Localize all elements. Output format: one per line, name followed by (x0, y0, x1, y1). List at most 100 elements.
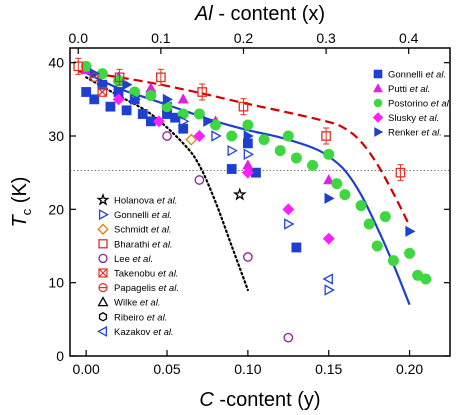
legend-author: Gonnelli (114, 210, 152, 221)
marker-box (98, 268, 108, 278)
legend-left-label: Lee et al. (114, 254, 153, 265)
x-axis-title-top-text: - content (x) (213, 3, 325, 25)
data-point-triangle-right (203, 115, 214, 127)
x-axis-title-top: Al - content (x) (194, 3, 325, 25)
data-point-open-square (321, 131, 331, 141)
data-point-circle (379, 211, 391, 223)
data-point-open-circle (162, 131, 172, 141)
data-point-triangle-right (324, 192, 335, 204)
legend-right-label: Slusky et al. (388, 113, 439, 124)
data-point-triangle-right (162, 93, 173, 105)
data-point-circle (210, 119, 222, 131)
legend-etal: et al. (153, 327, 174, 338)
data-point-open-square (197, 87, 208, 97)
legend-author: Lee (114, 254, 133, 265)
data-point-circle (339, 189, 351, 201)
y-tick-label: 0 (56, 348, 64, 364)
legend-author: Bharathi (114, 239, 152, 250)
marker-cross (97, 87, 107, 97)
legend-right-label: Putti et al. (388, 84, 430, 95)
data-point-open-triangle-right (284, 218, 295, 230)
legend-author: Ribeiro (114, 312, 147, 323)
legend-etal: et al. (431, 99, 452, 110)
legend-author: Takenobu (114, 269, 158, 280)
y-tick-label: 20 (48, 201, 64, 217)
x-bottom-tick-label: 0.00 (73, 361, 100, 377)
x-bottom-tick-label: 0.05 (153, 361, 180, 377)
data-point-open-square (156, 72, 166, 83)
data-point-open-triangle-right (243, 148, 255, 161)
legend-left-label: Bharathi et al. (114, 239, 173, 250)
x-top-tick-label: 0.1 (151, 30, 171, 46)
legend-etal: et al. (426, 70, 447, 81)
legend-author: Schmidt (114, 225, 151, 236)
data-point-open-square-x (97, 87, 108, 97)
legend-author: Slusky (388, 113, 419, 124)
legend-right-label: Renker et al. (388, 128, 442, 139)
data-point-circle (80, 60, 92, 72)
data-point-diamond (112, 93, 125, 106)
data-point-diamond (282, 203, 295, 216)
legend-left-label: Gonnelli et al. (114, 210, 172, 221)
y-axis-title-subscript: c (19, 208, 34, 215)
legend-etal: et al. (152, 210, 173, 221)
legend-left-label: Schmidt et al. (114, 225, 172, 236)
data-point-open-circle (283, 332, 294, 343)
x-axis-title-bottom-text: -content (y) (214, 389, 321, 411)
x-bottom-tick-label: 0.15 (315, 361, 342, 377)
data-point-diamond (152, 115, 165, 128)
legend-author: Renker (388, 128, 421, 139)
x-axis-title-top-symbol: Al (194, 3, 213, 25)
data-point-open-triangle-right (211, 130, 222, 142)
legend-right-marker (373, 69, 383, 79)
data-point-open-star (232, 187, 247, 201)
data-point-open-square (238, 101, 249, 112)
data-point-circle (323, 148, 335, 160)
x-top-tick-label: 0.3 (316, 30, 336, 46)
data-point-open-triangle-right (324, 284, 335, 296)
legend-left-marker (98, 268, 108, 278)
legend-right-marker (373, 83, 383, 93)
data-point-diamond (193, 130, 206, 142)
legend-left-marker (98, 253, 108, 264)
marker-cross (98, 268, 108, 278)
x-axis-title-bottom: C -content (y) (199, 389, 320, 411)
data-point-square (105, 101, 116, 112)
data-point-open-triangle-left (322, 273, 333, 285)
data-point-triangle-right (405, 225, 416, 237)
legend-etal: et al. (419, 113, 440, 124)
legend-author: Papagelis (114, 283, 158, 294)
legend-etal: et al. (140, 298, 161, 309)
data-point-open-square (73, 61, 84, 72)
legend-left-marker (98, 283, 108, 293)
data-point-open-triangle-right (227, 144, 238, 157)
y-tick-label: 10 (48, 275, 64, 291)
x-top-tick-label: 0.4 (399, 30, 419, 46)
legend-author: Postorino (388, 99, 431, 110)
legend-author: Putti (388, 84, 410, 95)
data-point-circle (282, 130, 294, 142)
data-point-circle (307, 159, 319, 171)
data-point-circle (404, 247, 416, 259)
legend-author: Kazakov (114, 327, 153, 338)
data-point-open-triangle-right (178, 115, 190, 128)
plot-frame (69, 47, 451, 357)
legend-author: Holanova (114, 196, 157, 207)
legend-left-marker (97, 223, 109, 235)
legend-etal: et al. (157, 196, 178, 207)
data-point-circle (387, 255, 399, 267)
legend-left-label: Wilke et al. (114, 298, 160, 309)
data-point-open-square (395, 167, 406, 178)
data-point-diamond (322, 232, 335, 245)
marker-box (97, 87, 108, 97)
legend-etal: et al. (133, 254, 154, 265)
legend-left-marker (98, 209, 109, 221)
legend-right-label: Gonnelli et al. (388, 70, 446, 81)
data-point-circle (290, 152, 302, 164)
data-point-open-circle (194, 175, 205, 185)
data-point-square (291, 242, 302, 253)
data-point-square (81, 87, 92, 97)
legend-etal: et al. (410, 84, 431, 95)
data-point-circle (242, 119, 254, 131)
